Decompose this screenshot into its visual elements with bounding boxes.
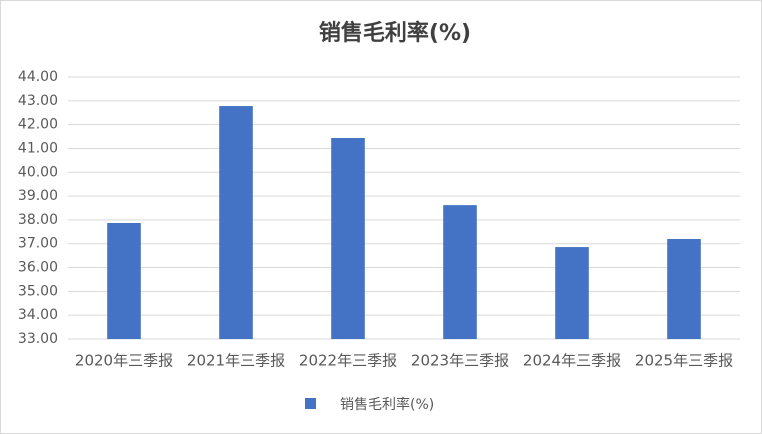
bar <box>331 137 365 339</box>
x-tick-label: 2020年三季报 <box>75 352 173 370</box>
y-tick-label: 37.00 <box>18 236 58 252</box>
y-tick-label: 44.00 <box>18 69 58 85</box>
x-tick-label: 2023年三季报 <box>411 352 509 370</box>
y-tick-label: 35.00 <box>18 283 58 299</box>
y-tick-label: 43.00 <box>18 93 58 109</box>
chart-title: 销售毛利率(%) <box>319 20 471 46</box>
bar <box>667 238 701 339</box>
bar <box>219 106 253 339</box>
bar <box>107 223 141 339</box>
x-tick-label: 2025年三季报 <box>635 352 733 370</box>
x-tick-label: 2022年三季报 <box>299 352 397 370</box>
x-tick-label: 2021年三季报 <box>187 352 285 370</box>
legend-swatch <box>305 398 316 409</box>
y-tick-label: 36.00 <box>18 260 58 276</box>
bar <box>555 247 589 339</box>
y-tick-label: 38.00 <box>18 212 58 228</box>
y-tick-label: 39.00 <box>18 188 58 204</box>
y-tick-label: 34.00 <box>18 307 58 323</box>
y-tick-label: 41.00 <box>18 140 58 156</box>
bar <box>443 205 477 339</box>
legend-label: 销售毛利率(%) <box>340 396 434 413</box>
y-tick-label: 33.00 <box>18 331 58 347</box>
x-tick-label: 2024年三季报 <box>523 352 621 370</box>
y-tick-label: 42.00 <box>18 117 58 133</box>
y-tick-label: 40.00 <box>18 164 58 180</box>
